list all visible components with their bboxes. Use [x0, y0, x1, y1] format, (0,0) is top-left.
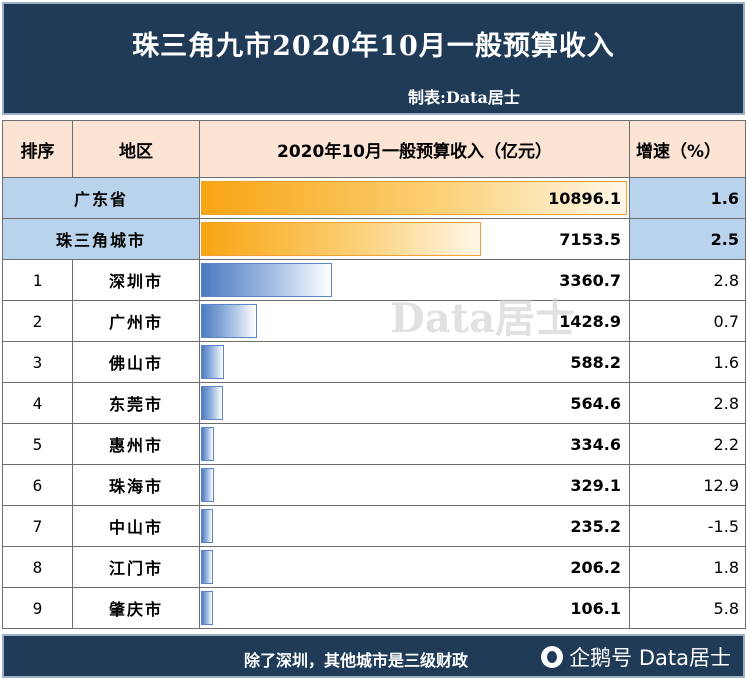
- region-cell: 广州市: [72, 300, 200, 342]
- region-cell: 珠海市: [72, 464, 200, 506]
- value-bar: [201, 591, 213, 625]
- footer-note: 除了深圳，其他城市是三级财政: [244, 651, 469, 670]
- rate-cell: 12.9: [629, 464, 746, 506]
- rate-cell: 2.2: [629, 423, 746, 465]
- rate-cell: 5.8: [629, 587, 746, 629]
- rank-cell: 4: [2, 382, 73, 424]
- bar-value-label: 588.2: [570, 352, 621, 372]
- region-cell: 佛山市: [72, 341, 200, 383]
- bar-cell: 329.1: [199, 464, 630, 506]
- bar-value-label: 106.1: [570, 598, 621, 618]
- region-cell: 中山市: [72, 505, 200, 547]
- summary-region-label: 珠三角城市: [2, 218, 200, 260]
- value-bar: [201, 222, 481, 256]
- bar-cell: 334.6: [199, 423, 630, 465]
- bar-cell: 588.2: [199, 341, 630, 383]
- rank-cell: 1: [2, 259, 73, 301]
- bar-value-label: 7153.5: [559, 229, 621, 249]
- summary-row: 广东省 10896.1 1.6: [2, 177, 746, 219]
- bar-cell: 3360.7: [199, 259, 630, 301]
- data-table: 排序 地区 2020年10月一般预算收入（亿元） 增速（%） 广东省 10896.…: [2, 120, 746, 629]
- bar-value-label: 334.6: [570, 434, 621, 454]
- bar-value-label: 206.2: [570, 557, 621, 577]
- bar-value-label: 235.2: [570, 516, 621, 536]
- table-row: 2 广州市 1428.9 0.7: [2, 300, 746, 342]
- table-header-row: 排序 地区 2020年10月一般预算收入（亿元） 增速（%）: [2, 120, 746, 178]
- bar-value-label: 1428.9: [559, 311, 621, 331]
- value-bar: [201, 386, 223, 420]
- value-bar: [201, 304, 257, 338]
- table-row: 4 东莞市 564.6 2.8: [2, 382, 746, 424]
- summary-rate: 2.5: [629, 218, 746, 260]
- penguin-icon: [541, 646, 564, 668]
- summary-rate: 1.6: [629, 177, 746, 219]
- table-row: 7 中山市 235.2 -1.5: [2, 505, 746, 547]
- rank-cell: 6: [2, 464, 73, 506]
- table-row: 5 惠州市 334.6 2.2: [2, 423, 746, 465]
- table-row: 9 肇庆市 106.1 5.8: [2, 587, 746, 629]
- region-cell: 惠州市: [72, 423, 200, 465]
- bar-cell: 206.2: [199, 546, 630, 588]
- page-title: 珠三角九市2020年10月一般预算收入: [132, 31, 615, 62]
- region-cell: 江门市: [72, 546, 200, 588]
- bar-cell: 7153.5: [199, 218, 630, 260]
- table-row: 3 佛山市 588.2 1.6: [2, 341, 746, 383]
- bar-cell: 10896.1: [199, 177, 630, 219]
- value-bar: [201, 468, 214, 502]
- rate-cell: 2.8: [629, 259, 746, 301]
- bar-value-label: 3360.7: [559, 270, 621, 290]
- rank-cell: 9: [2, 587, 73, 629]
- value-bar: [201, 345, 224, 379]
- rate-cell: 1.8: [629, 546, 746, 588]
- source-label: 企鹅号 Data居士: [569, 646, 731, 670]
- bar-cell: 564.6: [199, 382, 630, 424]
- rank-cell: 7: [2, 505, 73, 547]
- table-row: 6 珠海市 329.1 12.9: [2, 464, 746, 506]
- rate-cell: 1.6: [629, 341, 746, 383]
- region-cell: 深圳市: [72, 259, 200, 301]
- bar-value-label: 329.1: [570, 475, 621, 495]
- rank-cell: 5: [2, 423, 73, 465]
- column-header-value: 2020年10月一般预算收入（亿元）: [199, 120, 630, 178]
- column-header-region: 地区: [72, 120, 200, 178]
- value-bar: [201, 181, 627, 215]
- credit-label: 制表:Data居士: [408, 88, 520, 107]
- value-bar: [201, 427, 214, 461]
- source-mark: 企鹅号 Data居士: [541, 642, 731, 672]
- value-bar: [201, 263, 332, 297]
- bar-cell: 106.1: [199, 587, 630, 629]
- bar-value-label: 564.6: [570, 393, 621, 413]
- region-cell: 东莞市: [72, 382, 200, 424]
- rate-cell: 0.7: [629, 300, 746, 342]
- summary-row: 珠三角城市 7153.5 2.5: [2, 218, 746, 260]
- rank-cell: 3: [2, 341, 73, 383]
- column-header-rank: 排序: [2, 120, 73, 178]
- table-row: 1 深圳市 3360.7 2.8: [2, 259, 746, 301]
- bar-value-label: 10896.1: [548, 188, 621, 208]
- summary-region-label: 广东省: [2, 177, 200, 219]
- rate-cell: -1.5: [629, 505, 746, 547]
- rank-cell: 8: [2, 546, 73, 588]
- title-banner: 珠三角九市2020年10月一般预算收入 制表:Data居士: [2, 2, 745, 115]
- footer-banner: 除了深圳，其他城市是三级财政 企鹅号 Data居士: [2, 634, 745, 678]
- bar-cell: 235.2: [199, 505, 630, 547]
- value-bar: [201, 550, 213, 584]
- value-bar: [201, 509, 213, 543]
- rate-cell: 2.8: [629, 382, 746, 424]
- region-cell: 肇庆市: [72, 587, 200, 629]
- rank-cell: 2: [2, 300, 73, 342]
- column-header-rate: 增速（%）: [629, 120, 746, 178]
- table-row: 8 江门市 206.2 1.8: [2, 546, 746, 588]
- bar-cell: 1428.9: [199, 300, 630, 342]
